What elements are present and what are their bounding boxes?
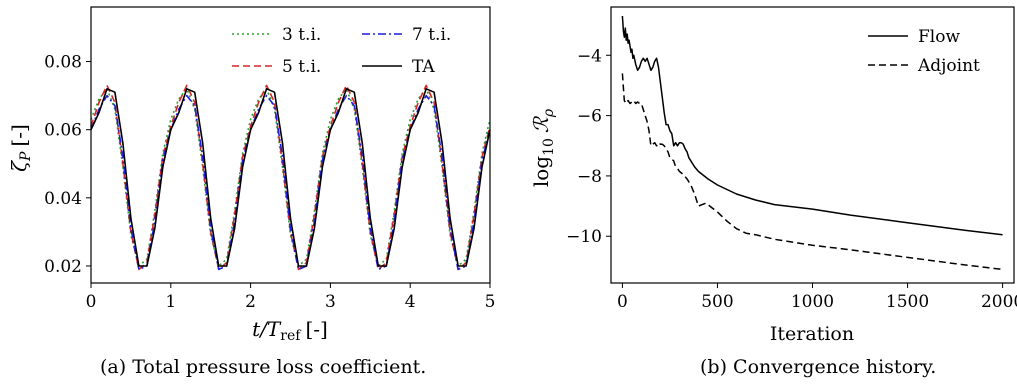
panel-b-xtick-label: 1500 xyxy=(886,292,929,312)
panel-a-xtick-label: 0 xyxy=(86,292,97,312)
panel-b-y-ticks: −4 −6 −8 −10 xyxy=(566,46,611,247)
panel-a-xtick-label: 4 xyxy=(405,292,416,312)
panel-a-ytick-label: 0.06 xyxy=(44,121,82,141)
panel-b-ytick-label: −10 xyxy=(566,227,602,247)
panel-b-xtick-label: 2000 xyxy=(981,292,1017,312)
panel-a-ytick-label: 0.04 xyxy=(44,189,82,209)
panel-b-ytick-label: −4 xyxy=(577,46,602,66)
panel-b-ytick-label: −6 xyxy=(577,107,602,127)
panel-b-series-line-1 xyxy=(621,73,1003,271)
panel-a-x-ticks: 0 1 2 3 4 5 xyxy=(86,283,496,312)
panel-a-legend-label: 5 t.i. xyxy=(282,57,321,77)
panel-b-xtick-label: 500 xyxy=(701,292,733,312)
panel-a-series-lines xyxy=(90,84,491,271)
panel-b-legend-label: Flow xyxy=(918,27,960,47)
panel-a-xtick-label: 5 xyxy=(485,292,496,312)
panel-a-y-ticks: 0.02 0.04 0.06 0.08 xyxy=(44,53,91,277)
panel-b-series-lines xyxy=(621,15,1003,271)
panel-b-x-axis-label: Iteration xyxy=(770,323,854,345)
panel-a-legend: 3 t.i. 5 t.i. 7 t.i. TA xyxy=(232,25,451,77)
panel-b-xtick-label: 0 xyxy=(617,292,628,312)
panel-b-convergence-history: 0 500 1000 1500 2000 −4 −6 −8 −10 Iteration log… xyxy=(529,6,1017,345)
panel-b-axes-frame xyxy=(610,6,1015,284)
panel-a-legend-label: TA xyxy=(412,57,435,77)
panel-a-xtick-label: 3 xyxy=(325,292,336,312)
panel-a-series-line-3 xyxy=(90,88,491,267)
panel-b-legend: Flow Adjoint xyxy=(868,27,980,76)
panel-a-legend-label: 3 t.i. xyxy=(282,25,321,45)
panel-a-axes-frame xyxy=(90,6,491,284)
panel-b-series-line-0 xyxy=(621,15,1003,236)
panel-b-x-ticks: 0 500 1000 1500 2000 xyxy=(617,283,1017,312)
panel-a-ytick-label: 0.02 xyxy=(44,257,82,277)
panel-b-xtick-label: 1000 xyxy=(791,292,834,312)
panel-b-y-axis-label: log10ℛρ xyxy=(529,108,557,187)
panel-b-legend-label: Adjoint xyxy=(917,56,980,76)
panel-a-series-line-2 xyxy=(90,94,491,271)
panel-b-ytick-label: −8 xyxy=(577,167,602,187)
panel-a-series-line-1 xyxy=(90,84,491,271)
caption-a: (a) Total pressure loss coefficient. xyxy=(100,356,427,378)
caption-b: (b) Convergence history. xyxy=(700,356,937,378)
panel-a-xtick-label: 1 xyxy=(165,292,176,312)
panel-a-legend-label: 7 t.i. xyxy=(412,25,451,45)
panel-a-ytick-label: 0.08 xyxy=(44,53,82,73)
panel-a-x-axis-label: t/Tref [-] xyxy=(252,317,328,344)
panel-a-y-axis-label: ζP[-] xyxy=(7,124,34,172)
panel-a-xtick-label: 2 xyxy=(245,292,256,312)
